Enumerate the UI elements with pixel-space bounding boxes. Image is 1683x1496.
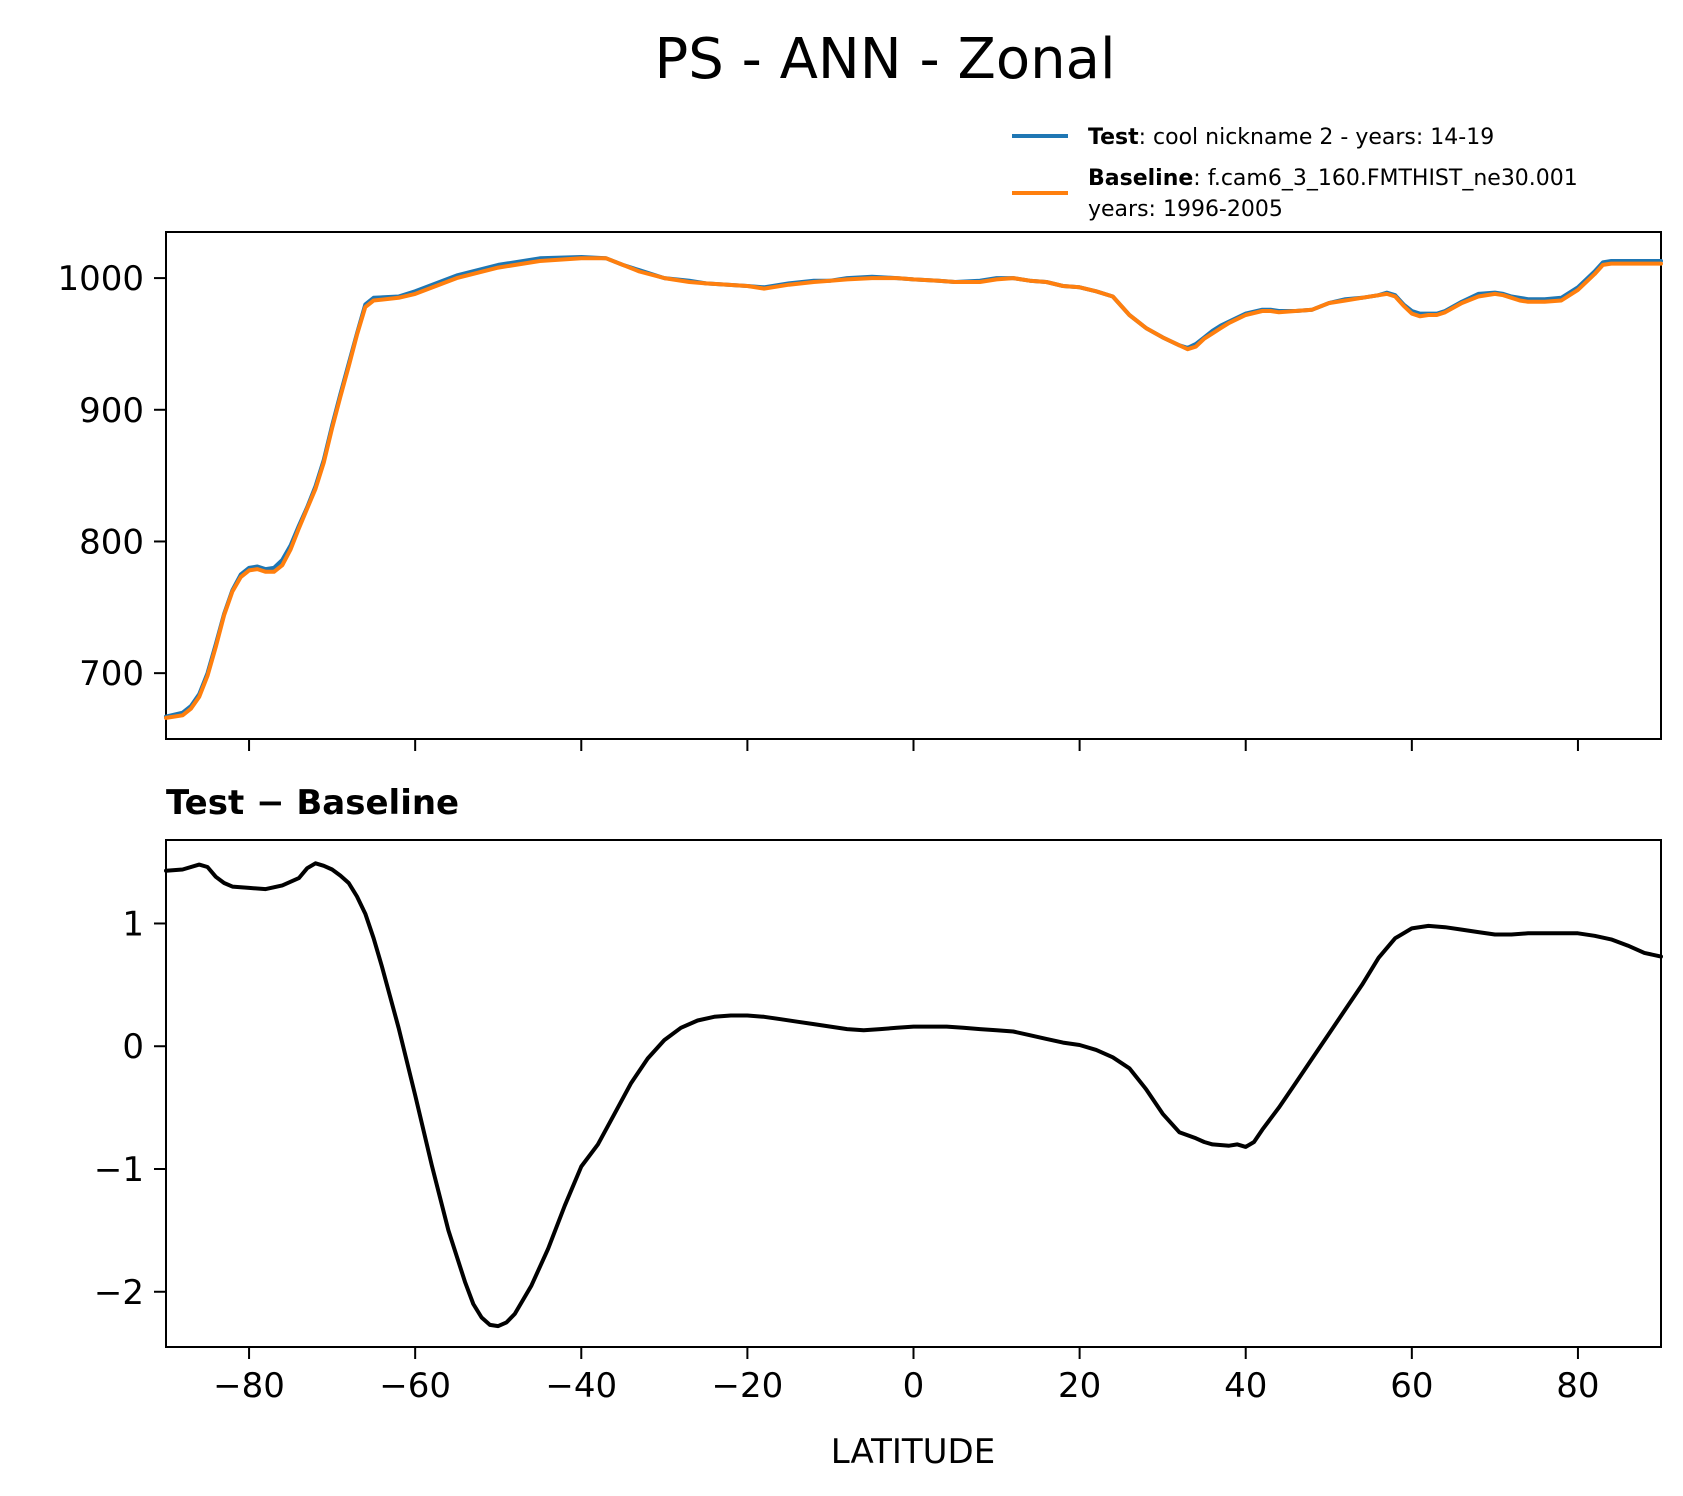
y-ticks-top: 700 800 900 1000 xyxy=(57,259,166,694)
y-tick-label: 0 xyxy=(122,1027,144,1067)
series-group-bottom xyxy=(164,861,1663,1329)
y-tick-label: 1000 xyxy=(57,259,144,299)
x-axis-label: LATITUDE xyxy=(831,1432,995,1472)
x-tick-label: 40 xyxy=(1224,1366,1267,1406)
legend-baseline-years: years: 1996-2005 xyxy=(1088,197,1283,222)
series-line-difference xyxy=(164,861,1663,1329)
legend-test-name: Test xyxy=(1088,125,1139,150)
y-tick-label: −2 xyxy=(94,1273,144,1313)
legend: Test: cool nickname 2 - years: 14-19 Bas… xyxy=(1012,125,1578,222)
legend-entry-baseline: Baseline: f.cam6_3_160.FMTHIST_ne30.001 xyxy=(1088,166,1578,191)
legend-entry-test: Test: cool nickname 2 - years: 14-19 xyxy=(1088,125,1494,150)
legend-baseline-name: Baseline xyxy=(1088,166,1193,191)
x-tick-label: 80 xyxy=(1556,1366,1599,1406)
x-tick-label: −60 xyxy=(379,1366,451,1406)
y-tick-label: −1 xyxy=(94,1150,144,1190)
x-tick-label: −80 xyxy=(213,1366,285,1406)
y-tick-label: 700 xyxy=(79,654,144,694)
x-tick-label: 20 xyxy=(1058,1366,1101,1406)
x-ticks-top xyxy=(248,739,1579,751)
y-ticks-bottom: −2 −1 0 1 xyxy=(94,904,166,1313)
y-tick-label: 1 xyxy=(122,904,144,944)
x-tick-label: 60 xyxy=(1390,1366,1433,1406)
x-tick-label: −40 xyxy=(545,1366,617,1406)
series-group-top xyxy=(164,255,1663,720)
x-tick-label: 0 xyxy=(903,1366,925,1406)
y-tick-label: 800 xyxy=(79,522,144,562)
y-tick-label: 900 xyxy=(79,391,144,431)
diff-panel-title: Test − Baseline xyxy=(166,783,459,823)
x-tick-label: −20 xyxy=(712,1366,784,1406)
series-line-baseline xyxy=(164,256,1663,720)
plot-panel-bottom: −80 −60 −40 −20 0 20 40 60 80 −2 −1 0 1 xyxy=(94,839,1663,1406)
legend-baseline-desc: : f.cam6_3_160.FMTHIST_ne30.001 xyxy=(1193,166,1578,191)
plot-panel-top: 700 800 900 1000 xyxy=(57,231,1663,751)
x-ticks-bottom: −80 −60 −40 −20 0 20 40 60 80 xyxy=(213,1347,1600,1406)
legend-test-desc: : cool nickname 2 - years: 14-19 xyxy=(1139,125,1495,150)
chart-title: PS - ANN - Zonal xyxy=(654,27,1115,92)
